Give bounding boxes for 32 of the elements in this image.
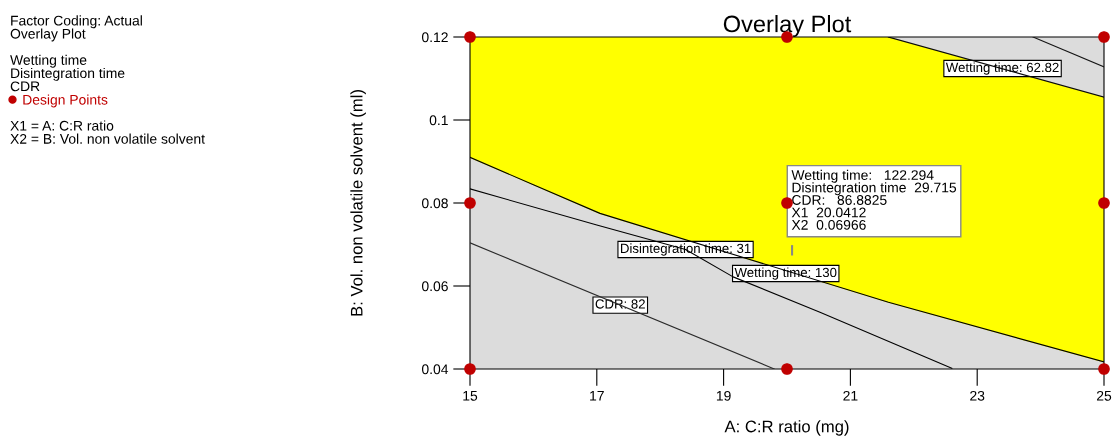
x-tick-label: 15 [463,391,478,401]
y-tick-label: 0.08 [421,198,448,209]
text: X2 = B: Vol. non volatile solvent [10,133,205,144]
point [781,197,793,209]
chart-title: Overlay Plot [723,14,852,37]
point [781,363,793,375]
point [464,197,476,209]
point [1098,31,1110,43]
text: CDR [10,81,40,92]
text: X1 = A: C:R ratio [10,120,114,131]
text: Factor Coding: Actual [11,15,142,29]
point [1098,363,1110,375]
x-tick-label: 21 [843,390,858,401]
text: Disintegration time [11,67,125,81]
text: Wetting time [10,54,87,68]
legend-label: Design Points [23,94,108,108]
x-axis-title: A: C:R ratio (mg) [724,420,849,436]
y-tick-label: 0.04 [421,364,449,375]
text: Overlay Plot [10,28,86,42]
y-tick-label: 0.12 [421,32,448,43]
point [464,31,476,43]
x-tick-label: 23 [970,390,985,401]
point [464,363,476,375]
point [1098,197,1110,209]
y-tick-label: 0.1 [429,115,448,126]
y-tick-label: 0.06 [421,281,448,292]
annotation: Wetting time: 62.82 [945,62,1059,75]
y-axis-title: B: Vol. non volatile solvent (ml) [350,90,366,316]
x-tick-label: 25 [1096,390,1112,401]
x-tick-label: 19 [716,390,731,401]
x-tick-label: 17 [590,391,604,401]
annotation: Wetting time: 122.294 Disintegration time 29.715 CDR: 86.8825 X1 20.0412 X2 0.06966 [791,169,957,230]
